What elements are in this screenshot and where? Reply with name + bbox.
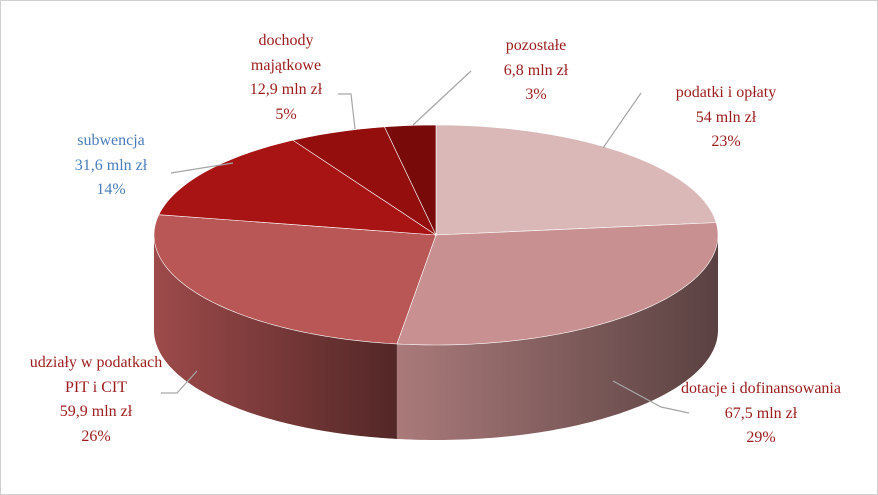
slice — [292, 126, 437, 236]
value-label: 6,8 mln zł — [503, 61, 569, 79]
value-label: 67,5 mln zł — [724, 404, 798, 422]
data-label: pozostałe 6,8 mln zł 3% — [476, 34, 596, 108]
percent-label: 29% — [746, 429, 776, 446]
slice — [396, 222, 719, 346]
data-label: dochody majątkowe 12,9 mln zł 5% — [226, 29, 346, 127]
percent-label: 3% — [525, 86, 547, 103]
percent-label: 5% — [275, 105, 297, 123]
value-label: 54 mln zł — [695, 108, 757, 126]
value-label: 31,6 mln zł — [74, 156, 148, 174]
category-label: subwencja — [77, 132, 145, 149]
data-label: subwencja 31,6 mln zł 14% — [51, 129, 171, 203]
category-label: dotacje i dofinansowania — [681, 380, 841, 397]
category-label: udziały w podatkach PIT i CIT — [29, 354, 163, 396]
leader-line — [161, 370, 198, 394]
category-label: pozostałe — [505, 37, 567, 54]
percent-label: 14% — [96, 181, 126, 198]
data-label: podatki i opłaty 54 mln zł 23% — [651, 81, 801, 155]
leader-line — [602, 92, 642, 149]
category-label: dochody majątkowe — [250, 32, 322, 74]
value-label: 12,9 mln zł — [249, 81, 323, 98]
value-label: 59,9 mln zł — [59, 403, 133, 420]
slice — [384, 124, 437, 236]
category-label: podatki i opłaty — [675, 84, 777, 101]
leader-line — [612, 380, 690, 414]
slice-side — [396, 235, 718, 440]
data-label: dotacje i dofinansowania 67,5 mln zł 29% — [681, 377, 841, 451]
leader-line — [412, 70, 472, 126]
percent-label: 23% — [711, 133, 741, 150]
leader-line — [170, 162, 234, 174]
percent-label: 26% — [81, 427, 111, 445]
slice-side — [154, 235, 397, 439]
slice — [435, 124, 717, 236]
slice — [153, 214, 437, 345]
data-label: udziały w podatkach PIT i CIT 59,9 mln zł… — [21, 351, 171, 449]
leader-line — [338, 93, 356, 130]
